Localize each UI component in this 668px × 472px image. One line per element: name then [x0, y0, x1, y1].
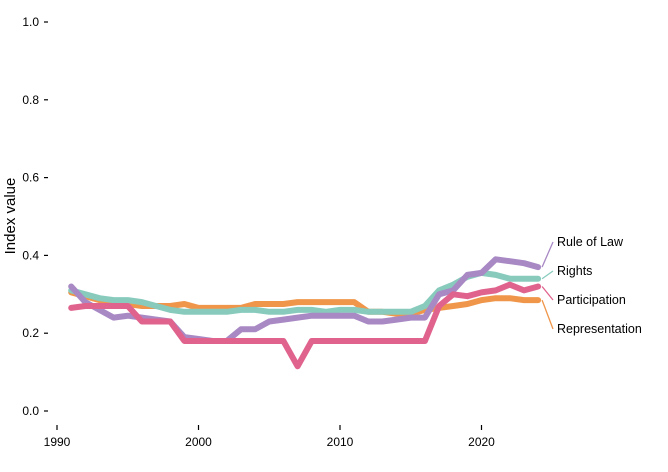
label-leader-line — [541, 299, 554, 330]
y-axis-title: Index value — [2, 178, 19, 255]
label-leader-line — [541, 286, 554, 301]
y-tick-label: 1.0 — [22, 15, 39, 29]
series-label: Rule of Law — [557, 235, 624, 249]
y-tick-label: 0.6 — [22, 171, 39, 185]
x-tick-label: 2010 — [327, 435, 354, 449]
label-leader-line — [541, 270, 554, 280]
y-tick-label: 0.2 — [22, 326, 39, 340]
x-tick-label: 2000 — [185, 435, 212, 449]
x-tick-label: 1990 — [44, 435, 71, 449]
series-label: Representation — [557, 322, 642, 336]
series-label: Participation — [557, 293, 626, 307]
y-axis: 0.0 0.2 0.4 0.6 0.8 1.0 — [22, 15, 48, 418]
y-tick-label: 0.0 — [22, 404, 39, 418]
series-label: Rights — [557, 264, 592, 278]
series-labels: Rule of Law Rights Participation Representa… — [541, 235, 642, 336]
x-axis: 1990 2000 2010 2020 — [44, 425, 495, 449]
y-tick-label: 0.8 — [22, 93, 39, 107]
label-leader-line — [541, 241, 554, 268]
series-line-participation — [68, 281, 542, 370]
series-lines — [68, 256, 542, 370]
x-tick-label: 2020 — [468, 435, 495, 449]
y-tick-label: 0.4 — [22, 248, 39, 262]
